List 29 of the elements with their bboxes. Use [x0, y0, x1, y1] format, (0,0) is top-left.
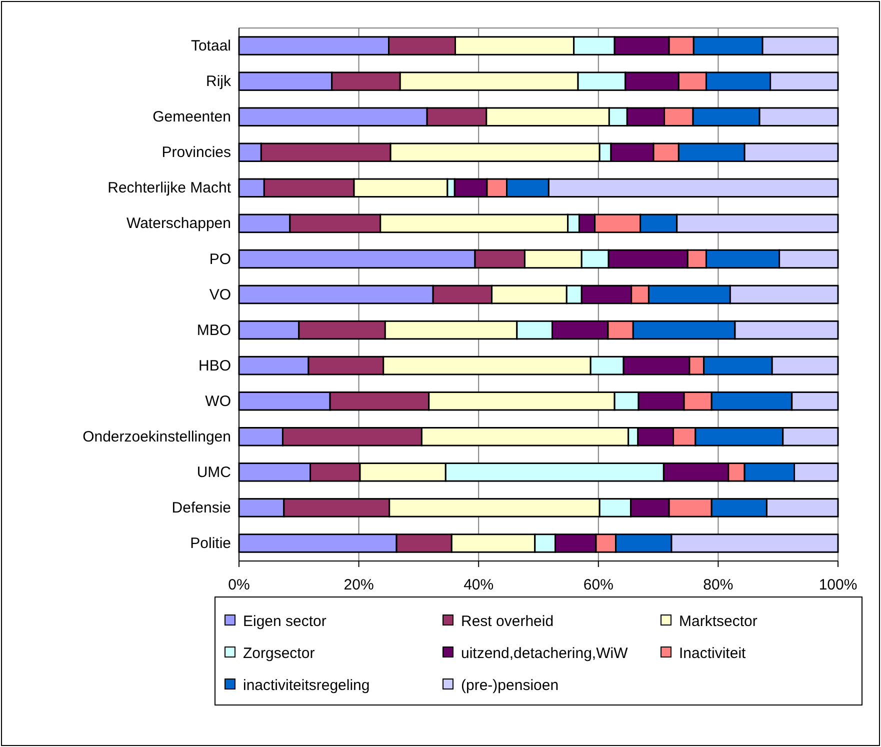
legend-label: Rest overheid [461, 613, 554, 630]
legend-label: Zorgsector [243, 645, 315, 662]
y-tick-label: PO [209, 250, 231, 268]
y-tick-label: HBO [198, 357, 231, 374]
legend-label: Inactiviteit [679, 645, 747, 662]
y-tick-label: Totaal [190, 38, 231, 55]
y-tick-label: VO [209, 286, 231, 304]
y-tick-label: Defensie [172, 500, 231, 516]
x-tick-label: 0% [228, 576, 250, 594]
x-tick-label: 80% [703, 576, 734, 594]
y-tick-label: UMC [196, 464, 232, 481]
legend-label: (pre-)pensioen [461, 677, 559, 694]
y-tick-label: MBO [196, 322, 231, 339]
y-tick-label: Politie [190, 535, 231, 552]
legend-label: uitzend,detachering,WiW [461, 645, 629, 662]
x-tick-label: 60% [583, 576, 614, 594]
x-tick-label: 40% [464, 576, 494, 594]
y-tick-label: Rechterlijke Macht [108, 180, 232, 197]
y-tick-label: Rijk [206, 73, 232, 90]
legend-label: Marktsector [679, 613, 758, 630]
y-tick-label: Waterschappen [126, 215, 231, 232]
y-tick-label: WO [205, 392, 231, 410]
y-tick-label: Gemeenten [152, 108, 231, 126]
y-tick-label: Provincies [162, 144, 231, 162]
x-tick-label: 20% [344, 576, 374, 594]
y-tick-label: Onderzoekinstellingen [82, 428, 231, 446]
x-tick-label: 100% [818, 576, 858, 594]
legend-label: Eigen sector [243, 613, 326, 630]
legend-label: inactiviteitsregeling [243, 677, 370, 694]
